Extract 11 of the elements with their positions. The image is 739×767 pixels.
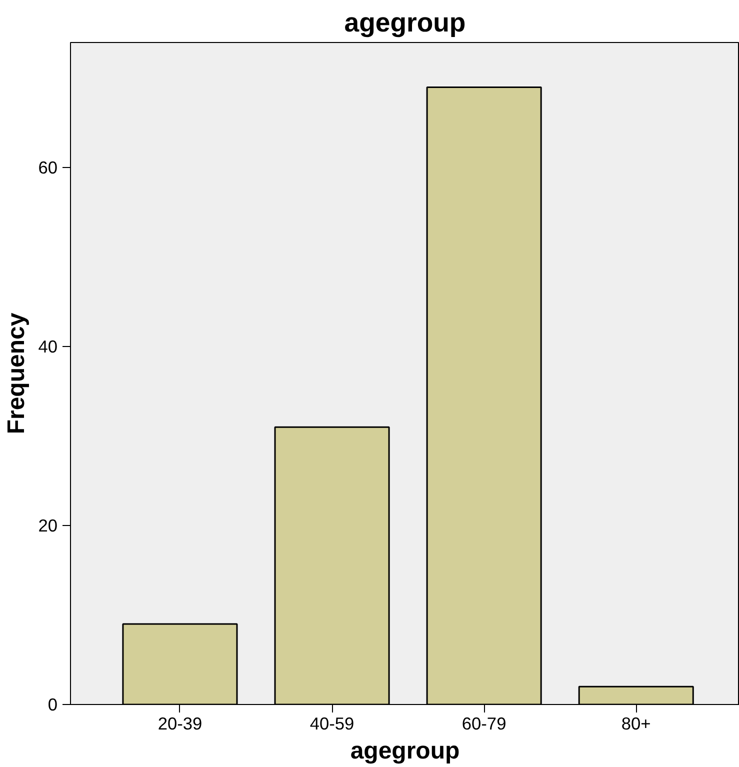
y-tick-label: 60 (38, 158, 58, 178)
x-tick-label: 80+ (621, 714, 651, 734)
x-tick-label: 20-39 (158, 714, 202, 734)
y-axis-title: Frequency (3, 312, 30, 434)
chart-title: agegroup (344, 8, 466, 38)
x-tick-label: 60-79 (462, 714, 506, 734)
y-tick-label: 20 (38, 516, 58, 536)
y-tick-label: 0 (48, 694, 58, 714)
y-tick-label: 40 (38, 336, 58, 357)
x-tick-label: 40-59 (310, 714, 354, 734)
x-axis-title: agegroup (350, 738, 460, 764)
